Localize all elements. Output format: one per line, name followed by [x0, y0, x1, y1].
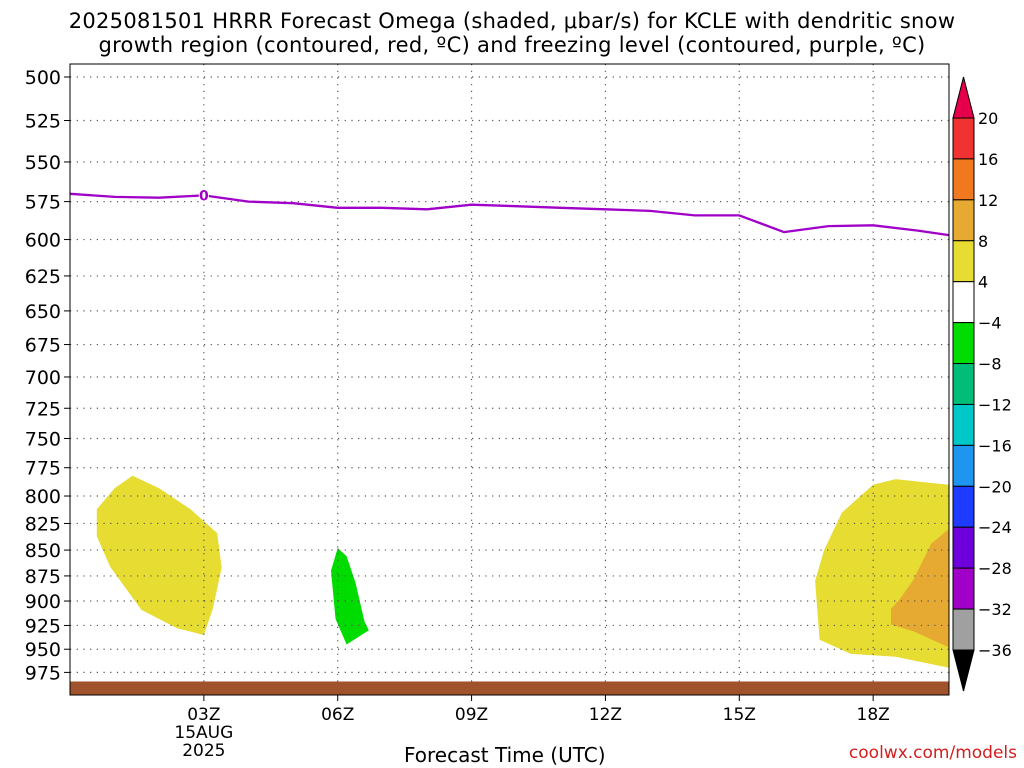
- y-tick-label-725: 725: [25, 398, 61, 420]
- y-tick-label-950: 950: [25, 639, 61, 661]
- credit-text: coolwx.com/models: [848, 743, 1017, 763]
- surface-band: [70, 681, 949, 695]
- colorbar-swatch-6: [952, 322, 975, 365]
- y-tick-label-975: 975: [25, 662, 61, 684]
- y-tick-label-625: 625: [25, 266, 61, 288]
- colorbar-swatch-11: [952, 526, 975, 569]
- y-tick-label-850: 850: [25, 540, 61, 562]
- colorbar-label-5: 4: [978, 273, 988, 292]
- omega-region-2: [331, 548, 369, 645]
- x-tick-label-03Z: 03Z: [187, 705, 220, 725]
- omega-region-4: [891, 528, 949, 648]
- freezing-level-line: [69, 192, 950, 237]
- colorbar-swatch-4: [952, 240, 975, 283]
- colorbar-label-6: −4: [978, 314, 1002, 333]
- y-tick-label-675: 675: [25, 335, 61, 357]
- y-tick-label-925: 925: [25, 615, 61, 637]
- chart-title-line-1: 2025081501 HRRR Forecast Omega (shaded, …: [68, 9, 956, 33]
- colorbar-swatch-7: [952, 363, 975, 405]
- x-tick-label-18Z: 18Z: [857, 705, 890, 725]
- y-tick-label-650: 650: [25, 301, 61, 323]
- colorbar-label-9: −16: [978, 436, 1012, 455]
- y-tick-label-750: 750: [25, 428, 61, 450]
- x-tick-year-label: 2025: [182, 741, 225, 761]
- y-tick-label-875: 875: [25, 566, 61, 588]
- colorbar-label-10: −20: [978, 477, 1012, 496]
- colorbar-swatch-1: [952, 117, 975, 160]
- freezing-level-label-bg: [198, 187, 209, 204]
- colorbar-label-8: −12: [978, 395, 1012, 414]
- colorbar-swatch-3: [952, 199, 975, 242]
- colorbar-label-4: 8: [978, 232, 988, 251]
- colorbar-label-12: −28: [978, 559, 1012, 578]
- x-tick-label-12Z: 12Z: [589, 705, 622, 725]
- y-tick-label-900: 900: [25, 591, 61, 613]
- y-tick-label-800: 800: [25, 486, 61, 508]
- y-tick-label-575: 575: [25, 192, 61, 214]
- colorbar-label-14: −36: [978, 641, 1012, 660]
- colorbar-swatch-5: [952, 281, 975, 324]
- colorbar-top-triangle: [952, 76, 975, 119]
- y-tick-label-825: 825: [25, 513, 61, 535]
- freezing-level-label: 0: [199, 188, 209, 204]
- x-tick-label-06Z: 06Z: [321, 705, 354, 725]
- colorbar-bottom-triangle: [952, 649, 975, 692]
- plot-frame: [69, 63, 950, 696]
- colorbar-label-1: 20: [978, 109, 998, 128]
- colorbar-swatch-9: [952, 444, 975, 487]
- x-axis-label: Forecast Time (UTC): [404, 743, 606, 767]
- colorbar-label-2: 16: [978, 150, 998, 169]
- x-tick-label-15Z: 15Z: [723, 705, 756, 725]
- y-tick-label-600: 600: [25, 230, 61, 252]
- colorbar-swatch-10: [952, 485, 975, 528]
- colorbar-swatch-2: [952, 158, 975, 201]
- colorbar-label-11: −24: [978, 518, 1012, 537]
- colorbar-swatch-13: [952, 608, 975, 651]
- omega-region-1: [96, 475, 222, 635]
- chart-title-line-2: growth region (contoured, red, ºC) and f…: [98, 33, 926, 57]
- colorbar-label-3: 12: [978, 191, 998, 210]
- y-tick-label-525: 525: [25, 110, 61, 132]
- y-tick-label-500: 500: [25, 67, 61, 89]
- colorbar-swatch-12: [952, 567, 975, 610]
- colorbar-label-7: −8: [978, 355, 1002, 374]
- y-tick-label-700: 700: [25, 367, 61, 389]
- y-tick-label-775: 775: [25, 458, 61, 480]
- colorbar-label-13: −32: [978, 600, 1012, 619]
- y-tick-label-550: 550: [25, 152, 61, 174]
- colorbar-swatch-8: [952, 403, 975, 446]
- x-tick-label-09Z: 09Z: [455, 705, 488, 725]
- x-tick-date-label: 15AUG: [174, 723, 233, 743]
